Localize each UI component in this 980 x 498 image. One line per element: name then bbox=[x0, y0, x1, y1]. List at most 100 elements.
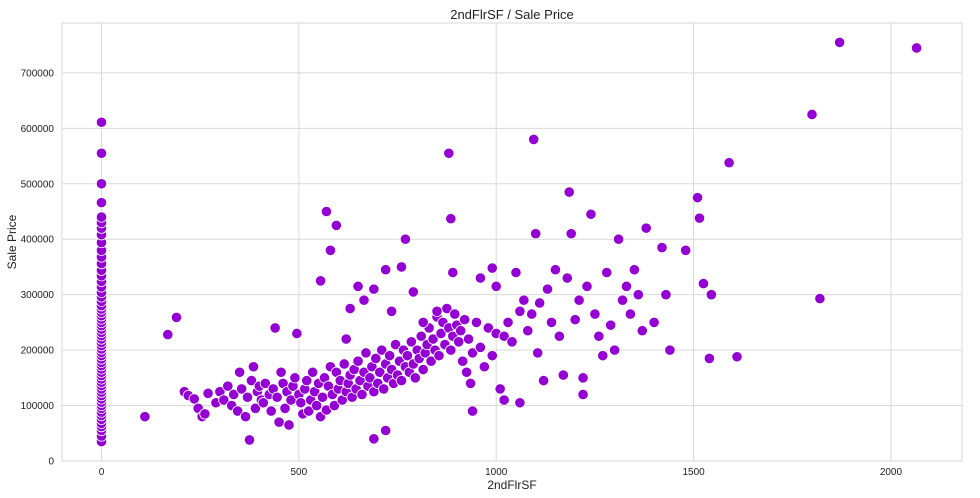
data-point bbox=[425, 355, 437, 367]
data-point bbox=[417, 316, 429, 328]
data-point bbox=[340, 333, 352, 345]
plot-frame bbox=[61, 22, 963, 462]
data-point bbox=[405, 336, 417, 348]
data-point bbox=[585, 208, 597, 220]
data-point bbox=[620, 280, 633, 292]
data-point bbox=[139, 411, 151, 423]
data-point bbox=[380, 264, 392, 276]
y-tick-label: 700000 bbox=[21, 68, 55, 79]
data-point bbox=[514, 305, 526, 317]
data-point bbox=[344, 302, 356, 315]
data-point bbox=[526, 308, 538, 320]
data-point bbox=[628, 264, 640, 276]
y-tick-label: 100000 bbox=[21, 401, 55, 412]
data-point bbox=[573, 294, 585, 306]
data-point bbox=[374, 366, 386, 378]
data-point bbox=[691, 192, 704, 204]
data-point bbox=[314, 275, 327, 287]
data-point bbox=[462, 333, 475, 345]
data-point bbox=[563, 186, 575, 198]
data-point bbox=[234, 366, 246, 378]
data-point bbox=[814, 292, 826, 305]
data-point bbox=[447, 266, 459, 279]
data-point bbox=[806, 108, 818, 121]
data-point bbox=[380, 424, 392, 437]
data-point bbox=[457, 355, 469, 367]
data-point bbox=[537, 375, 550, 387]
data-point bbox=[188, 393, 200, 405]
data-point bbox=[247, 361, 260, 373]
data-point bbox=[589, 308, 601, 320]
data-point bbox=[577, 372, 589, 384]
data-point bbox=[427, 333, 439, 345]
data-point bbox=[466, 347, 479, 359]
data-point bbox=[338, 358, 350, 370]
data-point bbox=[632, 289, 644, 301]
data-point bbox=[328, 399, 340, 412]
data-point bbox=[407, 286, 419, 298]
y-tick-label: 200000 bbox=[21, 346, 55, 357]
data-point bbox=[275, 366, 287, 378]
data-point bbox=[490, 280, 502, 292]
data-point bbox=[273, 416, 285, 428]
data-point bbox=[259, 377, 271, 389]
data-point bbox=[356, 388, 368, 401]
data-point bbox=[723, 157, 735, 169]
data-point bbox=[364, 372, 376, 384]
data-point bbox=[731, 351, 743, 363]
data-point bbox=[389, 338, 402, 351]
data-point bbox=[561, 272, 573, 284]
data-point bbox=[358, 294, 370, 306]
data-point bbox=[593, 330, 605, 342]
data-point bbox=[664, 344, 676, 356]
data-point bbox=[228, 388, 240, 401]
data-point bbox=[498, 394, 510, 406]
data-point bbox=[697, 277, 710, 290]
data-point bbox=[703, 352, 715, 365]
x-tick-label: 1000 bbox=[485, 467, 508, 478]
data-point bbox=[911, 42, 923, 54]
data-point bbox=[409, 372, 421, 384]
data-point bbox=[384, 350, 396, 362]
data-point bbox=[597, 350, 609, 362]
data-point bbox=[624, 308, 637, 320]
y-tick-label: 300000 bbox=[21, 290, 55, 301]
data-point bbox=[609, 344, 621, 356]
data-point bbox=[502, 316, 514, 328]
data-point bbox=[616, 294, 629, 306]
data-point bbox=[368, 283, 380, 295]
data-point bbox=[95, 178, 108, 190]
data-point bbox=[352, 355, 364, 367]
data-point bbox=[528, 133, 540, 146]
data-point bbox=[474, 272, 487, 284]
data-point bbox=[236, 383, 248, 395]
data-point bbox=[378, 383, 390, 395]
data-point bbox=[399, 233, 412, 245]
data-point bbox=[241, 391, 254, 403]
data-point bbox=[553, 330, 565, 342]
data-point bbox=[660, 289, 672, 301]
data-point bbox=[401, 350, 413, 362]
data-point bbox=[601, 266, 613, 279]
data-point bbox=[478, 361, 490, 373]
data-point bbox=[291, 327, 303, 340]
data-point bbox=[518, 294, 530, 306]
x-axis-label: 2ndFlrSF bbox=[487, 478, 536, 492]
data-point bbox=[301, 375, 313, 387]
data-point bbox=[316, 391, 329, 403]
data-point bbox=[532, 347, 544, 359]
data-point bbox=[433, 350, 445, 362]
data-point bbox=[648, 316, 660, 328]
data-point bbox=[95, 147, 108, 159]
data-point bbox=[415, 330, 427, 342]
y-axis-label: Sale Price bbox=[5, 214, 19, 269]
data-point bbox=[577, 388, 589, 401]
data-point bbox=[303, 405, 315, 417]
data-point bbox=[705, 289, 717, 301]
data-point bbox=[482, 322, 494, 334]
data-point bbox=[376, 344, 388, 356]
data-point bbox=[636, 325, 648, 337]
data-point bbox=[522, 325, 534, 337]
chart-title: 2ndFlrSF / Sale Price bbox=[450, 7, 574, 22]
data-point bbox=[243, 434, 256, 446]
